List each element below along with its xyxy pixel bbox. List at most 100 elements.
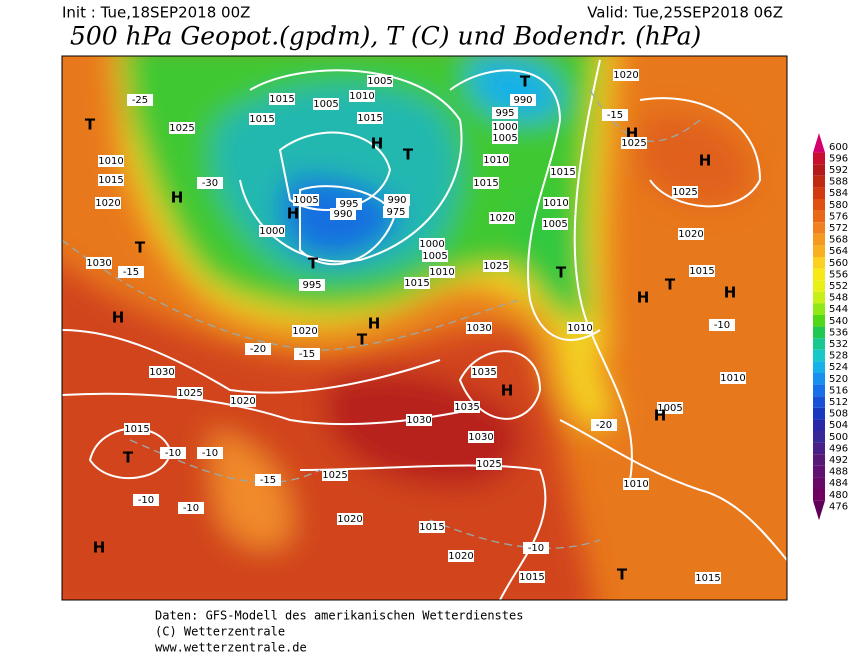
label-box — [322, 469, 348, 481]
label-box — [510, 94, 536, 106]
pressure-center: T — [308, 255, 319, 273]
label-box — [197, 177, 223, 189]
map-title: 500 hPa Geopot.(gpdm), T (C) und Bodendr… — [70, 22, 701, 51]
isoline-label: 1030 — [466, 323, 491, 334]
colorbar-swatch — [813, 245, 825, 257]
isoline-label: -10 — [165, 448, 181, 459]
colorbar-swatch — [813, 477, 825, 489]
colorbar-swatch — [813, 454, 825, 466]
isoline-label: 990 — [513, 95, 532, 106]
label-box — [384, 194, 410, 206]
isoline-label: 1005 — [313, 99, 338, 110]
label-box — [550, 166, 576, 178]
label-box — [672, 186, 698, 198]
label-box — [293, 194, 319, 206]
pressure-center: T — [617, 566, 628, 584]
pressure-center: T — [403, 146, 414, 164]
isoline-label: -10 — [183, 503, 199, 514]
colorbar-swatch — [813, 338, 825, 350]
label-box — [492, 107, 518, 119]
colorbar-label: 548 — [829, 293, 848, 304]
label-box — [523, 542, 549, 554]
colorbar-swatch — [813, 442, 825, 455]
colorbar-swatch — [813, 257, 825, 269]
label-box — [454, 401, 480, 413]
colorbar-label: 520 — [829, 374, 848, 385]
label-box — [466, 322, 492, 334]
pressure-center: H — [287, 205, 300, 223]
pressure-center: T — [520, 73, 531, 91]
isoline-label: 1005 — [492, 133, 517, 144]
isoline-label: -25 — [132, 95, 148, 106]
label-box — [336, 198, 362, 210]
pressure-center: H — [371, 135, 384, 153]
pressure-center: H — [93, 539, 106, 557]
colorbar-label: 556 — [829, 269, 848, 280]
isoline-label: 1025 — [322, 470, 347, 481]
colorbar-swatch — [813, 291, 825, 304]
colorbar-label: 528 — [829, 351, 848, 362]
label-box — [160, 447, 186, 459]
colorbar-label: 584 — [829, 188, 848, 199]
isoline-label: 1010 — [623, 479, 648, 490]
label-box — [419, 238, 445, 250]
colorbar-label: 592 — [829, 165, 848, 176]
colorbar-swatch — [813, 407, 825, 420]
pressure-center: H — [171, 189, 184, 207]
colorbar-swatch — [813, 280, 825, 292]
isoline-label: 1035 — [471, 367, 496, 378]
isoline-label: 1000 — [492, 122, 517, 133]
colorbar-label: 484 — [829, 478, 848, 489]
isoline-label: 1030 — [149, 367, 174, 378]
label-box — [383, 206, 409, 218]
isoline-label: -15 — [299, 349, 315, 360]
label-box — [406, 414, 432, 426]
isoline-label: 1025 — [177, 388, 202, 399]
label-box — [349, 90, 375, 102]
pressure-center: H — [699, 152, 712, 170]
pressure-center: T — [665, 276, 676, 294]
isoline-label: 1015 — [473, 178, 498, 189]
valid-time: Valid: Tue,25SEP2018 06Z — [587, 4, 783, 22]
label-box — [178, 502, 204, 514]
pressure-center: T — [357, 331, 368, 349]
isoline-label: 995 — [302, 280, 321, 291]
label-box — [709, 319, 735, 331]
label-box — [259, 225, 285, 237]
label-box — [468, 431, 494, 443]
pressure-center: H — [501, 382, 514, 400]
label-box — [230, 395, 256, 407]
label-box — [149, 366, 175, 378]
colorbar-label: 540 — [829, 316, 848, 327]
colorbar-swatch — [813, 431, 825, 443]
label-box — [542, 218, 568, 230]
label-box — [133, 494, 159, 506]
isoline-label: -10 — [138, 495, 154, 506]
isoline-label: 1005 — [293, 195, 318, 206]
pressure-center: H — [724, 284, 737, 302]
isoline-label: -20 — [250, 344, 266, 355]
isoline-label: 1015 — [695, 573, 720, 584]
colorbar-swatch — [813, 268, 825, 281]
label-box — [98, 155, 124, 167]
colorbar-swatch — [813, 164, 825, 176]
label-box — [269, 93, 295, 105]
label-box — [483, 154, 509, 166]
isoline-label: 1010 — [567, 323, 592, 334]
colorbar-label: 524 — [829, 362, 848, 373]
label-box — [471, 366, 497, 378]
footer-copyright: (C) Wetterzentrale — [155, 625, 285, 639]
colorbar-label: 476 — [829, 501, 848, 512]
label-box — [621, 137, 647, 149]
label-box — [519, 571, 545, 583]
isoline-label: 1010 — [349, 91, 374, 102]
colorbar-label: 580 — [829, 200, 848, 211]
label-box — [483, 260, 509, 272]
colorbar-swatch — [813, 210, 825, 223]
label-box — [249, 113, 275, 125]
label-box — [689, 265, 715, 277]
label-box — [86, 257, 112, 269]
pressure-center: H — [654, 407, 667, 425]
